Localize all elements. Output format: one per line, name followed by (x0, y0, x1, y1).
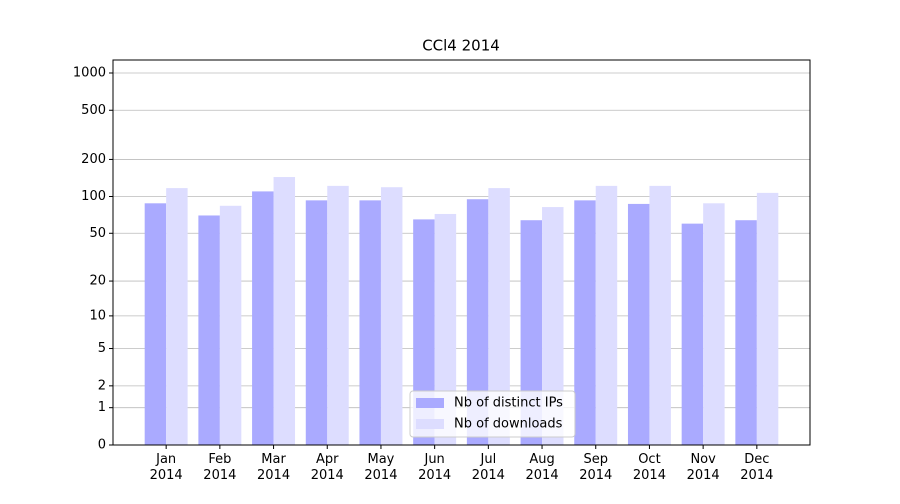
plot-frame (112, 59, 811, 446)
x-tick-label: Aug 2014 (525, 452, 559, 483)
y-tick-label: 20 (89, 274, 106, 289)
y-tick-label: 1000 (73, 65, 106, 80)
bar (305, 200, 328, 445)
x-tick-label: Apr 2014 (310, 452, 344, 483)
x-tick-label: May 2014 (364, 452, 398, 483)
bar (520, 220, 543, 445)
y-tick-label: 1 (98, 400, 106, 415)
bar (488, 188, 510, 445)
x-tick-label: Oct 2014 (632, 452, 666, 483)
y-tick-label: 200 (81, 152, 106, 167)
bar (756, 192, 779, 445)
bar (542, 207, 564, 445)
chart-title: CCl4 2014 (422, 37, 500, 55)
bar (681, 223, 704, 445)
x-tick-label: Sep 2014 (579, 452, 613, 483)
x-tick-label: Jul 2014 (471, 452, 505, 483)
bar (380, 187, 403, 445)
legend-swatch (416, 398, 444, 408)
y-tick-label: 500 (81, 103, 106, 118)
y-tick-label: 5 (98, 341, 106, 356)
bar (327, 185, 349, 445)
y-tick-label: 100 (81, 189, 106, 204)
bar (359, 200, 381, 445)
legend-swatch (416, 419, 444, 429)
bar (219, 205, 242, 445)
bar (413, 219, 435, 445)
bar (273, 177, 296, 445)
bar (198, 215, 220, 445)
bar (144, 203, 167, 445)
bar (466, 199, 489, 445)
legend: Nb of distinct IPs Nb of downloads (409, 390, 576, 438)
bar (627, 203, 650, 445)
bar (703, 203, 725, 445)
bar (649, 185, 671, 445)
x-tick-label: Mar 2014 (257, 452, 291, 483)
y-tick-label: 50 (89, 226, 106, 241)
bar (252, 191, 274, 445)
y-tick-label: 10 (89, 308, 106, 323)
y-tick-label: 0 (98, 438, 106, 453)
y-tick-label: 2 (98, 378, 106, 393)
legend-box (409, 390, 576, 438)
bar (434, 213, 457, 445)
bar (574, 200, 596, 445)
x-tick-label: Jan 2014 (149, 452, 183, 483)
legend-label: Nb of distinct IPs (454, 396, 563, 411)
bar (166, 188, 188, 445)
x-tick-label: Nov 2014 (686, 452, 720, 483)
x-tick-label: Jun 2014 (418, 452, 452, 483)
x-tick-label: Feb 2014 (203, 452, 237, 483)
bar (735, 220, 757, 445)
legend-label: Nb of downloads (454, 417, 563, 432)
bar (595, 185, 618, 445)
x-tick-label: Dec 2014 (740, 452, 774, 483)
